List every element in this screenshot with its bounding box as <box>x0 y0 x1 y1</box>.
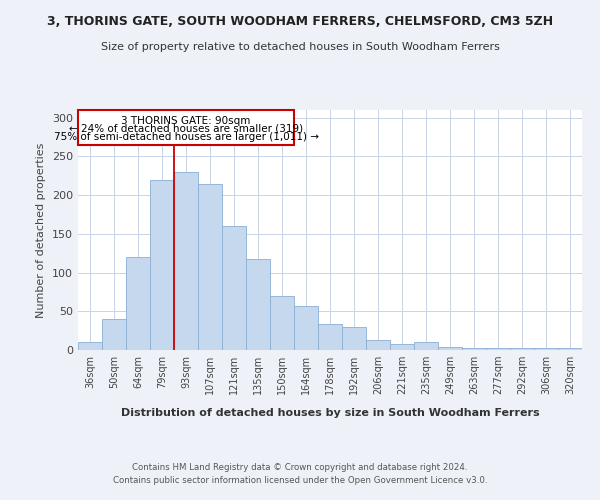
Bar <box>414 342 438 350</box>
Bar <box>510 348 534 350</box>
Text: Distribution of detached houses by size in South Woodham Ferrers: Distribution of detached houses by size … <box>121 408 539 418</box>
Bar <box>486 348 510 350</box>
FancyBboxPatch shape <box>78 110 294 145</box>
Bar <box>126 257 150 350</box>
Text: 3, THORINS GATE, SOUTH WOODHAM FERRERS, CHELMSFORD, CM3 5ZH: 3, THORINS GATE, SOUTH WOODHAM FERRERS, … <box>47 15 553 28</box>
Text: Size of property relative to detached houses in South Woodham Ferrers: Size of property relative to detached ho… <box>101 42 499 52</box>
Bar <box>174 172 198 350</box>
Bar <box>78 342 102 350</box>
Bar <box>150 180 174 350</box>
Bar <box>246 258 270 350</box>
Bar <box>102 319 126 350</box>
Text: 3 THORINS GATE: 90sqm: 3 THORINS GATE: 90sqm <box>121 116 251 126</box>
Bar <box>534 348 558 350</box>
Y-axis label: Number of detached properties: Number of detached properties <box>37 142 46 318</box>
Text: ← 24% of detached houses are smaller (319): ← 24% of detached houses are smaller (31… <box>69 124 303 134</box>
Bar <box>438 347 462 350</box>
Bar <box>318 324 342 350</box>
Bar <box>462 348 486 350</box>
Bar <box>198 184 222 350</box>
Text: Contains public sector information licensed under the Open Government Licence v3: Contains public sector information licen… <box>113 476 487 485</box>
Bar <box>270 296 294 350</box>
Text: Contains HM Land Registry data © Crown copyright and database right 2024.: Contains HM Land Registry data © Crown c… <box>132 462 468 471</box>
Bar <box>366 340 390 350</box>
Bar <box>294 306 318 350</box>
Text: 75% of semi-detached houses are larger (1,011) →: 75% of semi-detached houses are larger (… <box>53 132 319 141</box>
Bar <box>222 226 246 350</box>
Bar <box>558 348 582 350</box>
Bar <box>342 327 366 350</box>
Bar <box>390 344 414 350</box>
